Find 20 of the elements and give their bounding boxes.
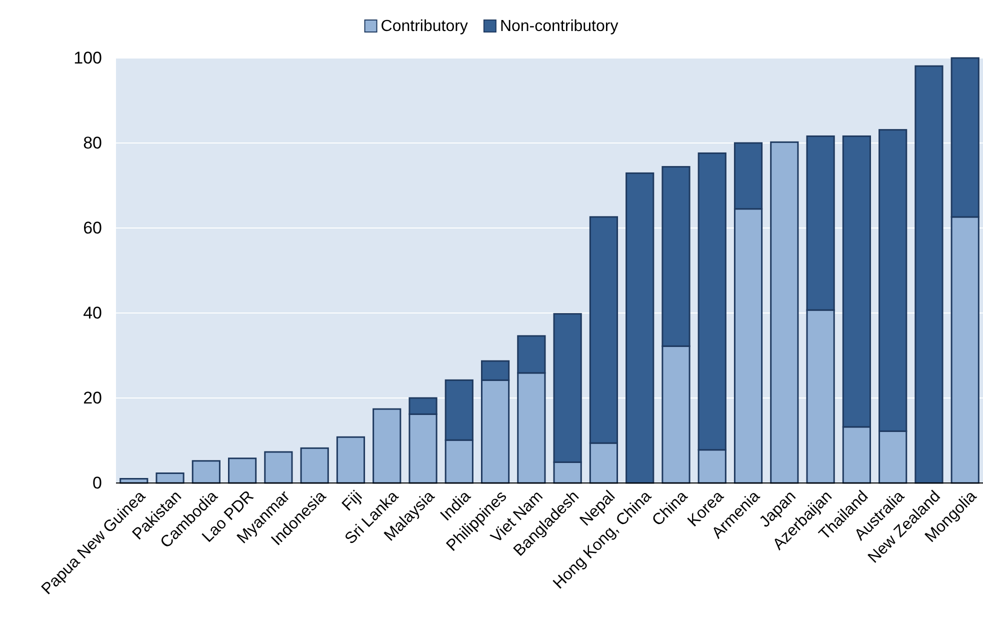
bar: [336, 436, 366, 484]
bar: [626, 172, 654, 484]
bar: [264, 451, 293, 484]
bar: [372, 408, 402, 484]
bar: [914, 65, 944, 484]
bar: [770, 141, 799, 484]
bar: [192, 460, 220, 484]
y-tick-label: 80: [83, 133, 102, 152]
y-tick-label: 60: [83, 218, 102, 238]
bar: [300, 447, 329, 484]
x-tick-label: Fiji: [339, 488, 366, 514]
legend-label: Non-contributory: [500, 18, 618, 35]
y-tick-label: 0: [92, 473, 102, 492]
y-tick-label: 20: [83, 388, 102, 408]
legend-label: Contributory: [380, 18, 468, 35]
y-tick-label: 100: [74, 48, 102, 68]
bar: [156, 472, 184, 484]
bar: [120, 478, 148, 484]
bar: [228, 458, 257, 484]
y-tick-label: 40: [83, 303, 102, 322]
